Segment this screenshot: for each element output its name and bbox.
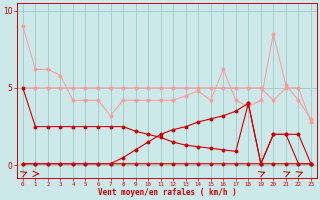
X-axis label: Vent moyen/en rafales ( km/h ): Vent moyen/en rafales ( km/h ) (98, 188, 236, 197)
